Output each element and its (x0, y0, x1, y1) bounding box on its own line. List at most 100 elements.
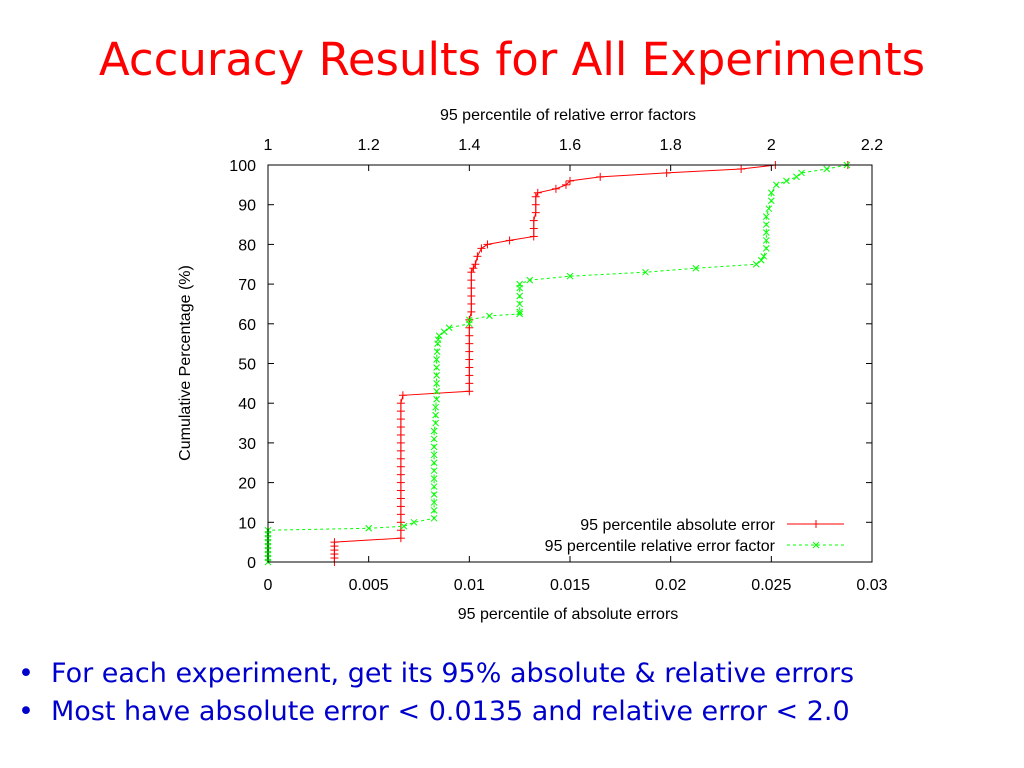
data-point-b (762, 229, 770, 236)
data-point-b (516, 300, 524, 308)
data-point-b (757, 256, 765, 264)
data-point-b (430, 467, 438, 475)
data-point-b (430, 451, 438, 459)
data-point-b (767, 197, 775, 205)
data-point-b (793, 173, 800, 181)
bullet-glyph: • (18, 658, 34, 689)
data-point-b (433, 372, 440, 379)
x2-tick-label: 1.8 (660, 137, 682, 154)
data-point-b (516, 280, 524, 288)
y-tick-label: 60 (238, 317, 256, 334)
plot-frame (267, 164, 873, 563)
data-point-b (430, 435, 438, 443)
data-point-b (762, 213, 770, 220)
legend-label: 95 percentile absolute error (580, 517, 775, 534)
data-point-b (430, 499, 438, 506)
data-point-b (765, 205, 773, 213)
data-point-b (430, 459, 438, 467)
data-point-b (642, 268, 649, 276)
data-point-b (400, 522, 408, 530)
data-point-b (432, 403, 439, 411)
y-axis-label: Cumulative Percentage (%) (177, 265, 194, 461)
data-point-b (762, 245, 770, 252)
x-axis-label: 95 percentile of absolute errors (458, 606, 679, 623)
data-point-b (445, 324, 453, 332)
x2-tick-label: 1.2 (358, 137, 380, 154)
data-point-b (433, 356, 440, 363)
data-point-b (465, 316, 473, 324)
data-point-b (365, 524, 373, 532)
data-point-b (526, 276, 534, 284)
data-point-b (773, 181, 780, 189)
data-point-b (433, 395, 440, 403)
y-tick-label: 80 (238, 237, 256, 254)
data-point-b (430, 507, 438, 514)
data-point-b (430, 475, 438, 482)
cumulative-error-chart: 0 0.005 0.01 0.015 0.02 0.025 0.03 1 1.2 1.4 1.6 1.… (177, 107, 888, 623)
axis-layer: 0 0.005 0.01 0.015 0.02 0.025 0.03 1 1.2 1.4 1.6 1.… (229, 137, 887, 594)
x2-axis-label: 95 percentile of relative error factors (440, 107, 696, 124)
slide-title: Accuracy Results for All Experiments (98, 33, 926, 86)
series-absolute-error (330, 161, 852, 566)
x2-tick-label: 1.4 (458, 137, 480, 154)
y-tick-label: 90 (238, 198, 256, 215)
y-tick-label: 20 (238, 476, 256, 493)
bullet-text: Most have absolute error < 0.0135 and re… (51, 696, 850, 727)
bullet-glyph: • (18, 696, 34, 727)
y-tick-label: 70 (238, 277, 256, 294)
x-tick-label: 0.005 (349, 577, 389, 594)
data-point-b (434, 336, 442, 344)
x-tick-label: 0 (264, 577, 273, 594)
x2-tick-label: 1.6 (559, 137, 581, 154)
data-point-b (433, 364, 440, 371)
data-point-b (767, 189, 775, 197)
x-tick-label: 0.015 (550, 577, 590, 594)
y-tick-label: 30 (238, 436, 256, 453)
data-point-b (783, 177, 790, 185)
data-point-b (440, 328, 448, 336)
x2-tick-label: 2 (767, 137, 776, 154)
x-tick-label: 0.03 (856, 577, 887, 594)
data-point-b (752, 260, 760, 268)
bullet-item: • For each experiment, get its 95% absolu… (18, 655, 1018, 693)
data-point-b (433, 379, 440, 387)
legend: 95 percentile absolute error 95 percentil… (545, 517, 844, 555)
data-point-b (410, 518, 418, 526)
data-point-b (823, 165, 831, 173)
data-point-b (430, 514, 438, 522)
x-tick-label: 0.02 (655, 577, 686, 594)
data-point-b (430, 483, 438, 490)
data-point-b (762, 237, 770, 244)
bullet-item: • Most have absolute error < 0.0135 and r… (18, 693, 1018, 731)
bullet-list: • For each experiment, get its 95% absolu… (18, 655, 1018, 731)
series-relative-error-factor (264, 161, 851, 566)
data-point-b (566, 272, 574, 280)
series-line (333, 164, 848, 562)
legend-marker-b (812, 541, 820, 549)
x2-tick-label: 1 (264, 137, 273, 154)
data-point-b (798, 169, 805, 177)
data-point-b (432, 419, 439, 427)
x2-tick-label: 2.2 (861, 137, 883, 154)
data-point-b (430, 443, 438, 451)
y-tick-label: 0 (247, 555, 256, 572)
data-point-b (430, 491, 438, 498)
data-point-b (486, 312, 493, 320)
x-tick-label: 0.01 (454, 577, 485, 594)
series-line (267, 164, 847, 562)
x-tick-label: 0.025 (751, 577, 791, 594)
y-tick-label: 100 (229, 158, 256, 175)
data-point-b (760, 252, 768, 260)
series-layer (264, 161, 852, 566)
data-point-b (433, 348, 441, 355)
data-point-b (692, 264, 700, 272)
y-tick-label: 40 (238, 396, 256, 413)
data-point-b (516, 292, 524, 300)
legend-label: 95 percentile relative error factor (545, 538, 776, 555)
data-point-b (435, 332, 443, 340)
data-point-b (516, 308, 524, 316)
y-tick-label: 50 (238, 357, 256, 374)
bullet-text: For each experiment, get its 95% absolut… (51, 658, 855, 689)
y-tick-label: 10 (238, 515, 256, 532)
data-point-b (432, 411, 439, 419)
